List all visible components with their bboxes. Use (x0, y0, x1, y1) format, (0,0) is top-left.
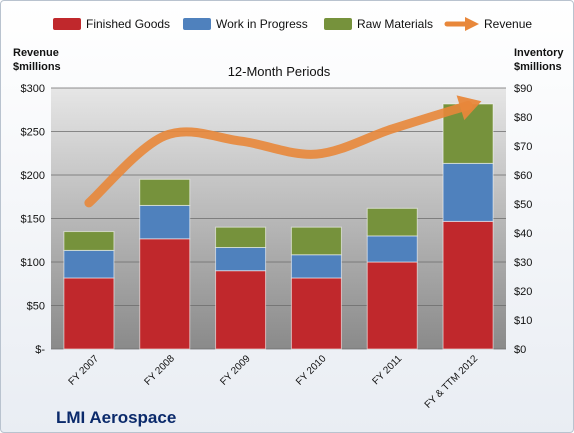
bar-finished-goods-fy-2008 (139, 238, 191, 350)
legend: Finished Goods Work in Progress Raw Mate… (53, 17, 532, 31)
bar-raw-materials-fy-2010 (290, 226, 342, 256)
company-name: LMI Aerospace (56, 408, 176, 427)
bar-raw-materials-fy-2007 (63, 231, 115, 251)
revenue-line (84, 100, 473, 208)
legend-label-revenue: Revenue (484, 17, 532, 31)
right-tick-label: $50 (514, 199, 532, 211)
left-axis-ticks: $- $50 $100 $150 $200 $250 $300 (21, 83, 46, 356)
right-tick-label: $60 (514, 170, 532, 182)
bar-work-in-progress-fy-2010 (290, 254, 342, 279)
category-label-fy-ttm-2012: FY & TTM 2012 (423, 353, 481, 411)
category-label-fy-2010: FY 2010 (294, 353, 329, 388)
bar-finished-goods-fy-2007 (63, 277, 115, 350)
legend-label-finished-goods: Finished Goods (86, 17, 170, 31)
left-tick-label: $50 (27, 301, 45, 313)
bar-finished-goods-fy-ttm-2012 (442, 220, 494, 350)
right-axis-title-line-1: Inventory (514, 47, 564, 59)
left-tick-label: $200 (21, 170, 45, 182)
right-tick-label: $20 (514, 286, 532, 298)
gridlines (51, 87, 506, 350)
category-label-fy-2011: FY 2011 (371, 353, 405, 387)
right-axis-title-line-2: $millions (514, 61, 562, 73)
left-tick-label: $100 (21, 257, 45, 269)
bar-stack-group (63, 103, 494, 350)
left-axis-title-line-2: $millions (13, 61, 61, 73)
bar-work-in-progress-fy-2008 (139, 204, 191, 240)
left-tick-label: $150 (21, 214, 45, 226)
legend-swatch-finished-goods (53, 18, 81, 30)
left-axis-title-line-1: Revenue (13, 47, 59, 59)
legend-swatch-raw-materials (324, 18, 352, 30)
right-axis-ticks: $0 $10 $20 $30 $40 $50 $60 $70 $80 $90 (514, 83, 532, 356)
bar-work-in-progress-fy-2011 (366, 235, 418, 263)
legend-label-work-in-progress: Work in Progress (216, 17, 308, 31)
category-label-fy-2008: FY 2008 (142, 353, 177, 388)
bar-finished-goods-fy-2009 (215, 270, 267, 350)
bar-finished-goods-fy-2011 (366, 261, 418, 350)
left-tick-label: $250 (21, 127, 45, 139)
legend-revenue-arrow-icon (444, 17, 479, 31)
bar-work-in-progress-fy-ttm-2012 (442, 162, 494, 222)
right-tick-label: $70 (514, 141, 532, 153)
bar-work-in-progress-fy-2007 (63, 249, 115, 279)
revenue-line-group (84, 95, 482, 208)
left-tick-label: $300 (21, 83, 45, 95)
legend-label-raw-materials: Raw Materials (357, 17, 433, 31)
right-tick-label: $90 (514, 83, 532, 95)
right-tick-label: $40 (514, 228, 532, 240)
chart-subtitle: 12-Month Periods (228, 64, 331, 79)
revenue-arrowhead (456, 95, 482, 121)
bar-finished-goods-fy-2010 (290, 277, 342, 350)
bar-raw-materials-fy-2008 (139, 178, 191, 206)
bar-raw-materials-fy-2009 (215, 226, 267, 248)
category-labels: FY 2007 FY 2008 FY 2009 FY 2010 FY 2011 FY & … (67, 353, 481, 411)
category-label-fy-2007: FY 2007 (67, 353, 102, 388)
bar-raw-materials-fy-2011 (366, 207, 418, 237)
right-tick-label: $0 (514, 344, 526, 356)
right-tick-label: $80 (514, 112, 532, 124)
right-tick-label: $30 (514, 257, 532, 269)
bar-work-in-progress-fy-2009 (215, 247, 267, 272)
left-tick-label: $- (35, 344, 45, 356)
right-tick-label: $10 (514, 315, 532, 327)
category-label-fy-2009: FY 2009 (218, 353, 253, 388)
legend-swatch-work-in-progress (183, 18, 211, 30)
